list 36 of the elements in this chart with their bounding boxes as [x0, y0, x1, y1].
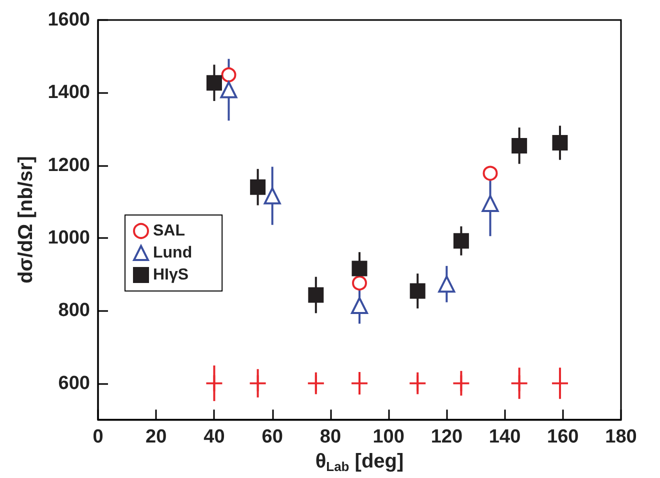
- x-tick-label: 100: [372, 426, 404, 448]
- legend-label: Lund: [153, 244, 192, 262]
- y-tick-label: 1600: [48, 10, 90, 30]
- x-tick-label: 140: [488, 426, 521, 448]
- x-tick-label: 0: [92, 426, 104, 448]
- x-tick-label: 40: [204, 426, 225, 448]
- point: [220, 81, 238, 98]
- point: [351, 297, 368, 314]
- x-tick-label: 20: [146, 426, 167, 448]
- x-tick-label: 160: [547, 426, 579, 448]
- x-tick-label: 80: [320, 426, 342, 448]
- x-tick-label: 60: [262, 426, 283, 448]
- y-axis-title: dσ/dΩ [nb/sr]: [15, 156, 37, 284]
- legend-label: HIγS: [153, 266, 189, 284]
- point: [250, 179, 266, 195]
- point: [512, 138, 528, 154]
- point: [438, 276, 456, 293]
- y-tick-label: 1200: [48, 154, 90, 176]
- point: [206, 75, 222, 91]
- x-tick-label: 120: [430, 426, 463, 448]
- y-tick-label: 800: [58, 300, 90, 322]
- point: [264, 187, 281, 204]
- point: [308, 287, 324, 303]
- y-tick-label: 1000: [48, 227, 90, 248]
- y-tick-label: 600: [58, 372, 90, 394]
- point: [482, 166, 498, 181]
- point: [453, 233, 469, 249]
- y-tick-label: 1400: [48, 82, 90, 104]
- point: [352, 276, 367, 291]
- point: [221, 67, 236, 82]
- point: [410, 283, 426, 299]
- legend-label: SAL: [153, 222, 186, 240]
- point: [482, 194, 499, 212]
- point: [552, 135, 568, 151]
- point: [352, 260, 368, 276]
- x-tick-label: 180: [605, 426, 637, 448]
